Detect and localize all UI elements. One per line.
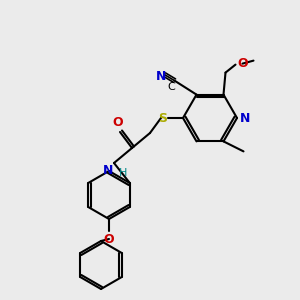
Text: O: O xyxy=(238,57,248,70)
Text: O: O xyxy=(104,233,114,246)
Text: C: C xyxy=(168,82,176,92)
Text: S: S xyxy=(158,112,167,124)
Text: H: H xyxy=(119,168,128,178)
Text: N: N xyxy=(156,70,166,83)
Text: O: O xyxy=(113,116,123,129)
Text: N: N xyxy=(103,164,113,177)
Text: N: N xyxy=(240,112,250,124)
